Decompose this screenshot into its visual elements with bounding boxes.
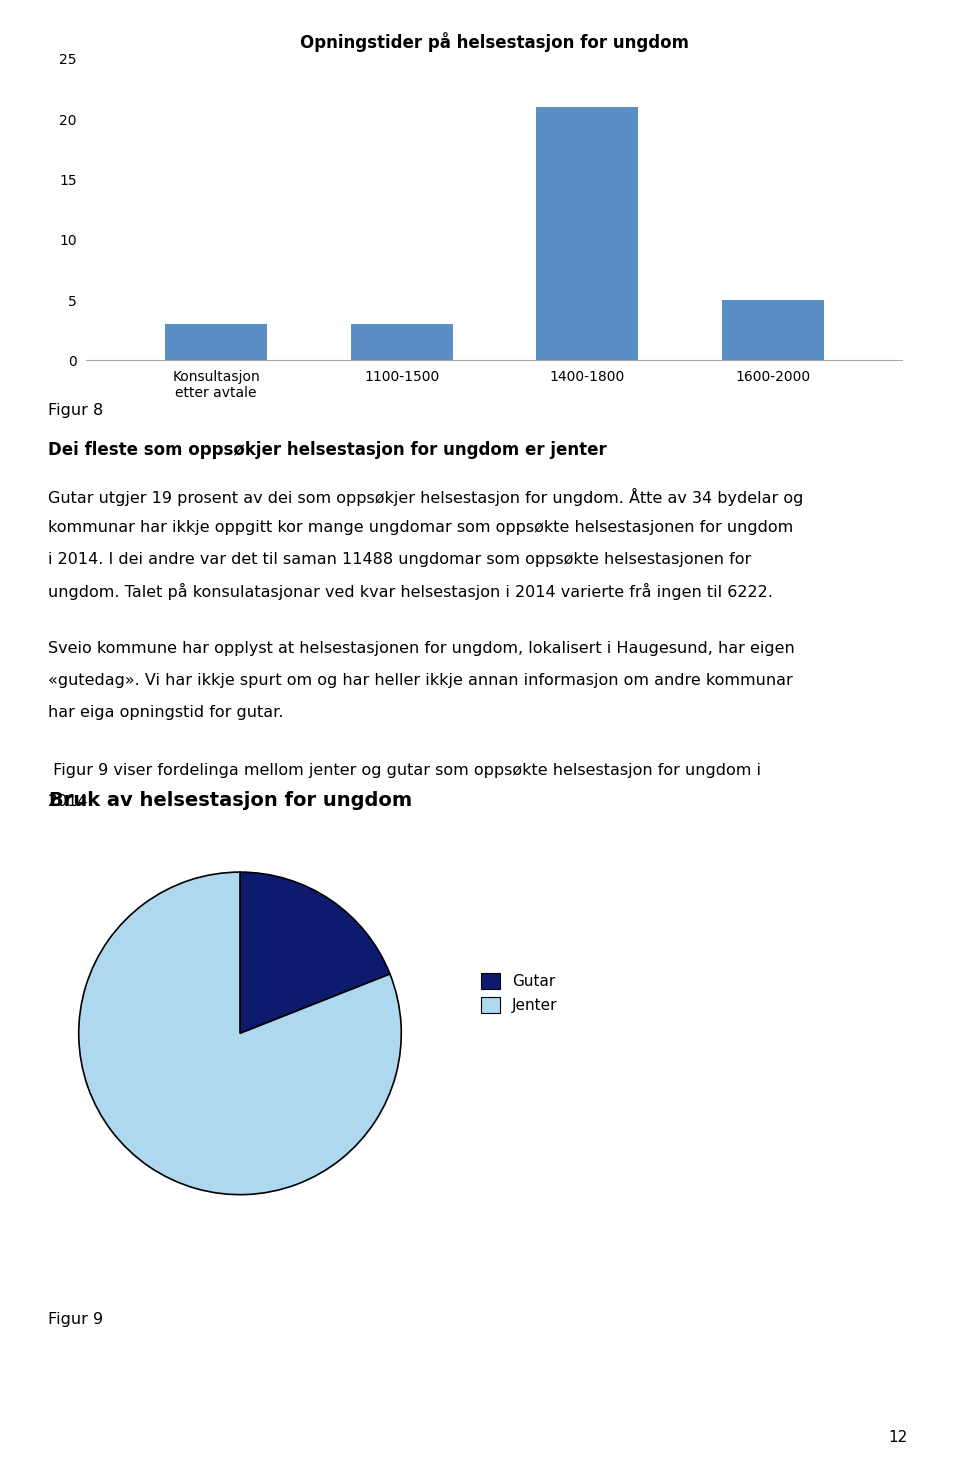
- Text: Dei fleste som oppsøkjer helsestasjon for ungdom er jenter: Dei fleste som oppsøkjer helsestasjon fo…: [48, 441, 607, 459]
- Text: 2014.: 2014.: [48, 794, 94, 809]
- Legend: Gutar, Jenter: Gutar, Jenter: [482, 974, 558, 1014]
- Bar: [165, 324, 267, 360]
- Wedge shape: [79, 872, 401, 1194]
- Text: Gutar utgjer 19 prosent av dei som oppsøkjer helsestasjon for ungdom. Åtte av 34: Gutar utgjer 19 prosent av dei som oppsø…: [48, 488, 804, 506]
- Title: Opningstider på helsestasjon for ungdom: Opningstider på helsestasjon for ungdom: [300, 32, 689, 51]
- Text: Bruk av helsestasjon for ungdom: Bruk av helsestasjon for ungdom: [49, 791, 412, 811]
- Bar: [350, 324, 453, 360]
- Bar: [536, 107, 638, 360]
- Text: ungdom. Talet på konsulatasjonar ved kvar helsestasjon i 2014 varierte frå ingen: ungdom. Talet på konsulatasjonar ved kva…: [48, 583, 773, 600]
- Text: kommunar har ikkje oppgitt kor mange ungdomar som oppsøkte helsestasjonen for un: kommunar har ikkje oppgitt kor mange ung…: [48, 521, 793, 535]
- Text: 12: 12: [888, 1430, 907, 1445]
- Text: Figur 9: Figur 9: [48, 1312, 103, 1327]
- Text: Figur 9 viser fordelinga mellom jenter og gutar som oppsøkte helsestasjon for un: Figur 9 viser fordelinga mellom jenter o…: [48, 762, 761, 778]
- Bar: [722, 300, 824, 360]
- Wedge shape: [240, 872, 390, 1034]
- Text: Figur 8: Figur 8: [48, 403, 104, 418]
- Text: «gutedag». Vi har ikkje spurt om og har heller ikkje annan informasjon om andre : «gutedag». Vi har ikkje spurt om og har …: [48, 672, 793, 688]
- Text: i 2014. I dei andre var det til saman 11488 ungdomar som oppsøkte helsestasjonen: i 2014. I dei andre var det til saman 11…: [48, 552, 752, 566]
- Text: har eiga opningstid for gutar.: har eiga opningstid for gutar.: [48, 705, 283, 719]
- Text: Sveio kommune har opplyst at helsestasjonen for ungdom, lokalisert i Haugesund, : Sveio kommune har opplyst at helsestasjo…: [48, 641, 795, 656]
